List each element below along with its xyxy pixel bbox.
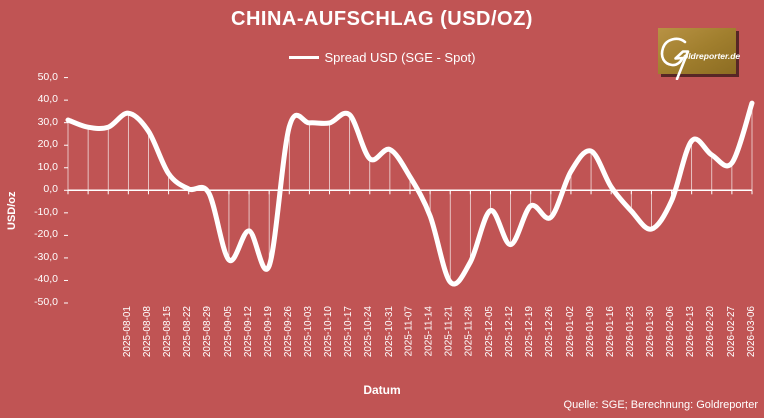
svg-text:oldreporter.de: oldreporter.de: [683, 51, 740, 61]
